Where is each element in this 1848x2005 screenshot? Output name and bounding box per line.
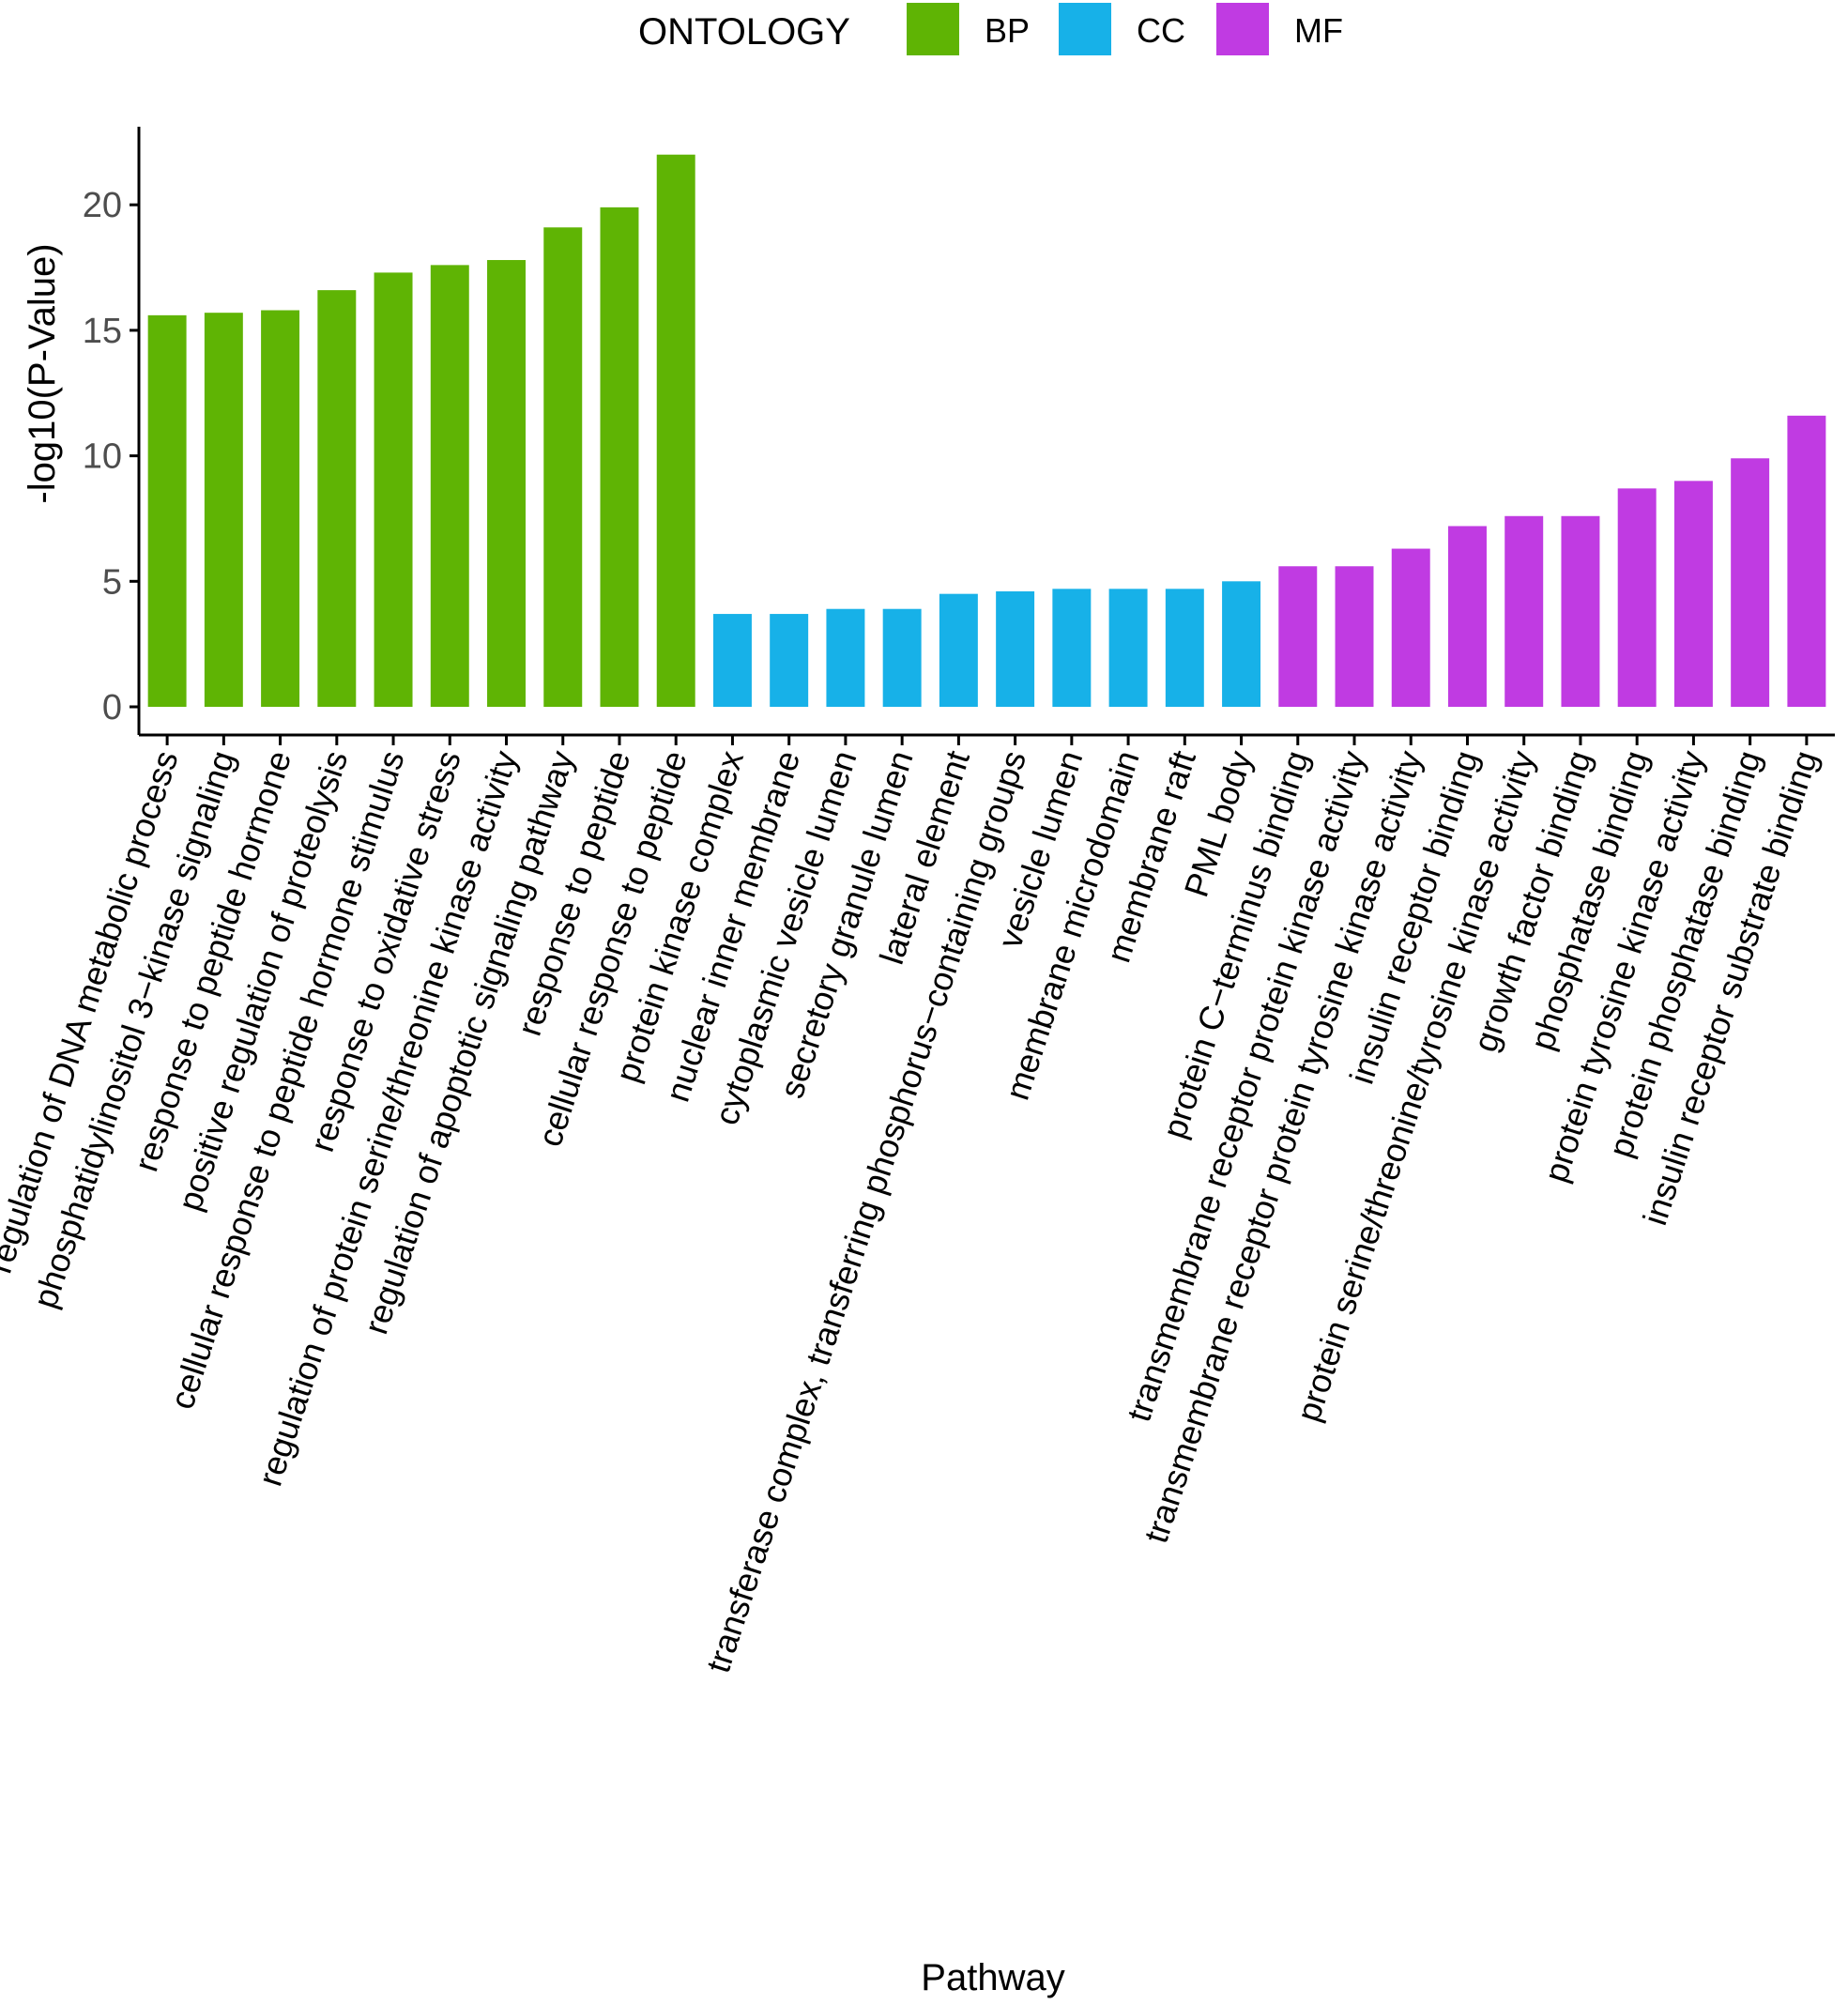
bar-26 bbox=[1617, 488, 1657, 707]
bars-group bbox=[147, 154, 1826, 708]
bar-1 bbox=[204, 313, 243, 707]
legend: ONTOLOGY BP CC MF bbox=[638, 3, 1343, 55]
bar-7 bbox=[543, 227, 583, 707]
x-axis: regulation of DNA metabolic processphosp… bbox=[0, 733, 1835, 1677]
bar-11 bbox=[770, 614, 809, 707]
bar-8 bbox=[600, 207, 639, 707]
bar-23 bbox=[1448, 526, 1487, 707]
bar-6 bbox=[487, 260, 526, 707]
y-axis-title: -log10(P-Value) bbox=[22, 243, 63, 503]
legend-swatch-cc bbox=[1059, 3, 1111, 55]
bar-14 bbox=[939, 593, 978, 707]
bar-15 bbox=[996, 591, 1035, 707]
bar-10 bbox=[712, 614, 752, 707]
bar-2 bbox=[261, 310, 300, 707]
bar-24 bbox=[1504, 515, 1544, 707]
bar-22 bbox=[1391, 548, 1430, 707]
x-axis-title: Pathway bbox=[921, 1957, 1064, 1998]
y-axis: 0 5 10 15 20 bbox=[83, 127, 141, 735]
bar-17 bbox=[1108, 589, 1148, 707]
legend-label-bp: BP bbox=[985, 11, 1030, 50]
bar-4 bbox=[374, 272, 413, 707]
bar-25 bbox=[1561, 515, 1600, 707]
bar-0 bbox=[147, 314, 187, 707]
legend-label-mf: MF bbox=[1294, 11, 1343, 50]
legend-swatch-mf bbox=[1216, 3, 1269, 55]
legend-title: ONTOLOGY bbox=[638, 11, 850, 53]
bar-21 bbox=[1335, 566, 1374, 707]
y-tick-label-5: 5 bbox=[102, 562, 122, 602]
bar-16 bbox=[1052, 589, 1092, 707]
y-tick-label-15: 15 bbox=[83, 312, 122, 351]
bar-28 bbox=[1731, 458, 1770, 707]
bar-27 bbox=[1673, 481, 1713, 707]
bar-20 bbox=[1278, 566, 1318, 707]
bar-9 bbox=[656, 154, 695, 708]
y-tick-label-10: 10 bbox=[83, 437, 122, 477]
bar-12 bbox=[826, 608, 865, 707]
bar-5 bbox=[430, 265, 469, 707]
bar-13 bbox=[882, 608, 922, 707]
legend-swatch-bp bbox=[907, 3, 959, 55]
bar-3 bbox=[317, 290, 357, 707]
bar-29 bbox=[1787, 415, 1826, 707]
legend-label-cc: CC bbox=[1137, 11, 1185, 50]
bar-19 bbox=[1222, 581, 1261, 707]
y-tick-label-20: 20 bbox=[83, 186, 122, 225]
y-tick-label-0: 0 bbox=[102, 688, 122, 727]
bar-18 bbox=[1165, 589, 1204, 707]
